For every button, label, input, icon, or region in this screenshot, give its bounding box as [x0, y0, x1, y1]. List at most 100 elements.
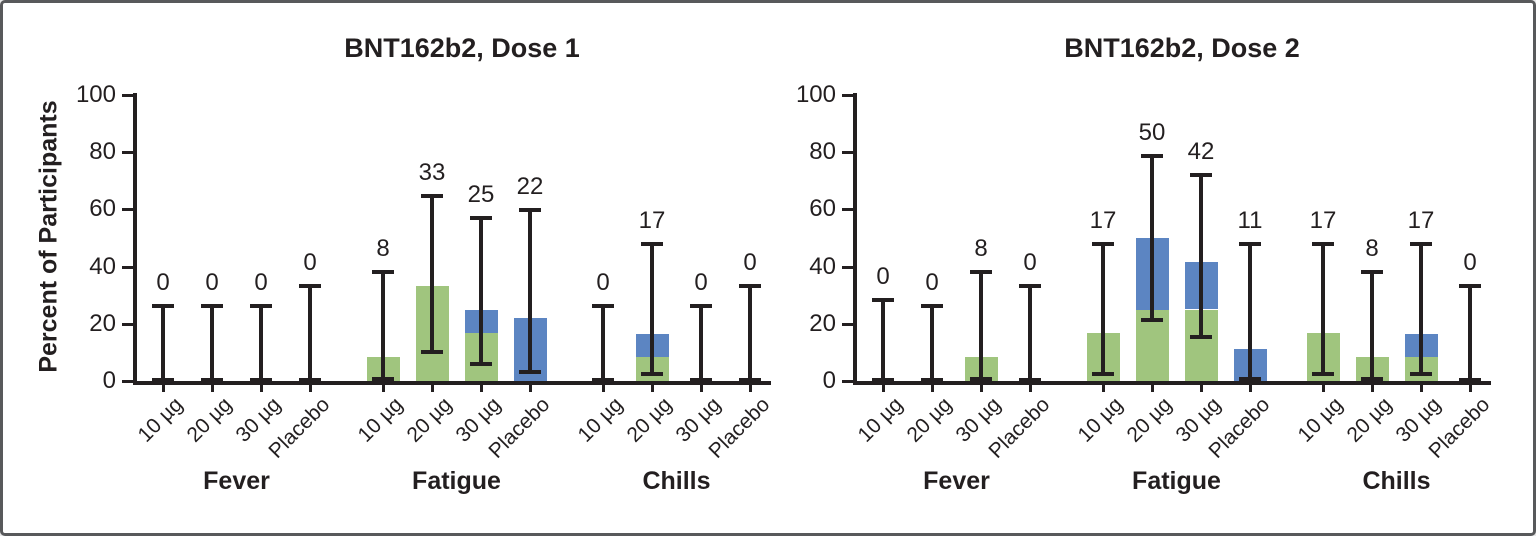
- bar-value-label: 0: [254, 269, 268, 297]
- error-bar-cap-top: [872, 298, 894, 303]
- error-bar-line: [1101, 242, 1105, 375]
- error-bar-line: [381, 270, 385, 381]
- error-bar-line: [1370, 270, 1374, 381]
- error-bar-line: [308, 284, 312, 381]
- error-bar-line: [699, 305, 703, 381]
- error-bar-line: [1419, 242, 1423, 375]
- error-bar-cap-top: [372, 269, 394, 274]
- group-label: Fatigue: [1132, 467, 1221, 495]
- bar-value-label: 50: [1138, 119, 1166, 147]
- x-axis-tick: [1321, 385, 1325, 392]
- error-bar-cap-bottom: [519, 369, 541, 374]
- error-bar-cap-bottom: [1361, 377, 1383, 382]
- error-bar-cap-bottom: [152, 378, 174, 382]
- error-bar-line: [259, 305, 263, 381]
- x-axis-tick: [881, 385, 885, 392]
- error-bar-line: [210, 305, 214, 381]
- x-axis-tick: [601, 385, 605, 392]
- y-axis-tick-label: 80: [89, 138, 116, 166]
- error-bar-cap-top: [201, 304, 223, 309]
- error-bar-line: [1321, 242, 1325, 375]
- bar-value-label: 8: [1365, 234, 1379, 262]
- y-axis-tick: [842, 94, 853, 97]
- y-axis-tick: [122, 151, 133, 155]
- y-axis-tick-label: 0: [102, 367, 116, 394]
- x-axis-tick: [1419, 385, 1423, 392]
- error-bar-cap-top: [1141, 154, 1163, 159]
- x-axis-tick: [308, 385, 312, 392]
- error-bar-line: [528, 209, 532, 373]
- error-bar-cap-top: [421, 193, 443, 198]
- error-bar-cap-top: [1410, 241, 1432, 246]
- chart-root: BNT162b2, Dose 1 0 20 40 60 80 100 Percent of P…: [3, 3, 1533, 533]
- group-label: Chills: [1362, 467, 1431, 495]
- bar-value-label: 8: [376, 234, 390, 262]
- group-label: Fatigue: [412, 467, 501, 495]
- group-label: Chills: [642, 467, 711, 495]
- error-bar-cap-top: [1019, 283, 1041, 288]
- x-axis-tick: [1468, 385, 1472, 392]
- error-bar-cap-bottom: [470, 362, 492, 367]
- x-axis-tick: [1028, 385, 1032, 392]
- error-bar-cap-bottom: [739, 378, 761, 382]
- x-axis-line: [853, 381, 1491, 385]
- x-axis-tick: [430, 385, 434, 392]
- x-axis-line: [133, 381, 771, 385]
- error-bar-line: [748, 284, 752, 381]
- y-axis-tick-label: 100: [75, 81, 116, 108]
- y-axis-tick: [842, 380, 853, 383]
- y-axis-tick-label: 100: [795, 81, 836, 108]
- bar-value-label: 0: [1023, 248, 1037, 276]
- bar-value-label: 25: [467, 181, 495, 209]
- error-bar-line: [430, 194, 434, 353]
- error-bar-line: [1199, 174, 1203, 338]
- y-axis-title: Percent of Participants: [34, 100, 63, 373]
- error-bar-cap-bottom: [1459, 378, 1481, 382]
- group-label: Fever: [203, 467, 270, 495]
- error-bar-cap-bottom: [201, 378, 223, 382]
- y-axis-tick: [122, 380, 133, 383]
- y-axis-tick: [842, 208, 853, 212]
- error-bar-line: [161, 305, 165, 381]
- y-axis-tick: [842, 322, 853, 326]
- error-bar-cap-bottom: [1312, 371, 1334, 376]
- x-axis-tick: [528, 385, 532, 392]
- error-bar-cap-top: [1239, 242, 1261, 247]
- panel-title-dose-2: BNT162b2, Dose 2: [1064, 33, 1300, 63]
- error-bar-cap-bottom: [1141, 317, 1163, 322]
- error-bar-cap-bottom: [299, 378, 321, 382]
- error-bar-cap-bottom: [1190, 334, 1212, 339]
- x-axis-tick: [748, 385, 752, 392]
- error-bar-line: [881, 299, 885, 381]
- x-axis-tick: [259, 385, 263, 392]
- bar-value-label: 17: [1309, 206, 1337, 234]
- bar-value-label: 17: [638, 206, 666, 234]
- y-axis-tick: [842, 265, 853, 269]
- error-bar-cap-bottom: [690, 378, 712, 382]
- bar-value-label: 11: [1237, 207, 1263, 235]
- bar-value-label: 0: [596, 269, 610, 297]
- bar-value-label: 0: [694, 269, 708, 297]
- bar-value-label: 17: [1089, 206, 1117, 234]
- bar-value-label: 22: [516, 173, 544, 201]
- error-bar-line: [979, 270, 983, 381]
- y-axis-tick-label: 0: [822, 367, 836, 394]
- error-bar-cap-top: [921, 304, 943, 309]
- y-axis-tick-label: 60: [809, 195, 836, 223]
- error-bar-line: [601, 305, 605, 381]
- x-axis-tick: [1199, 385, 1203, 392]
- y-axis-tick-label: 40: [809, 252, 836, 280]
- error-bar-line: [1248, 243, 1252, 381]
- bar-value-label: 33: [418, 158, 446, 186]
- error-bar-cap-top: [1190, 173, 1212, 178]
- error-bar-cap-bottom: [592, 378, 614, 382]
- error-bar-cap-top: [152, 304, 174, 309]
- x-axis-tick: [1101, 385, 1105, 392]
- y-axis-tick: [122, 94, 133, 97]
- x-axis-tick: [161, 385, 165, 392]
- y-axis-tick-label: 20: [89, 309, 116, 337]
- error-bar-cap-top: [592, 304, 614, 309]
- error-bar-line: [650, 242, 654, 375]
- error-bar-cap-bottom: [970, 377, 992, 382]
